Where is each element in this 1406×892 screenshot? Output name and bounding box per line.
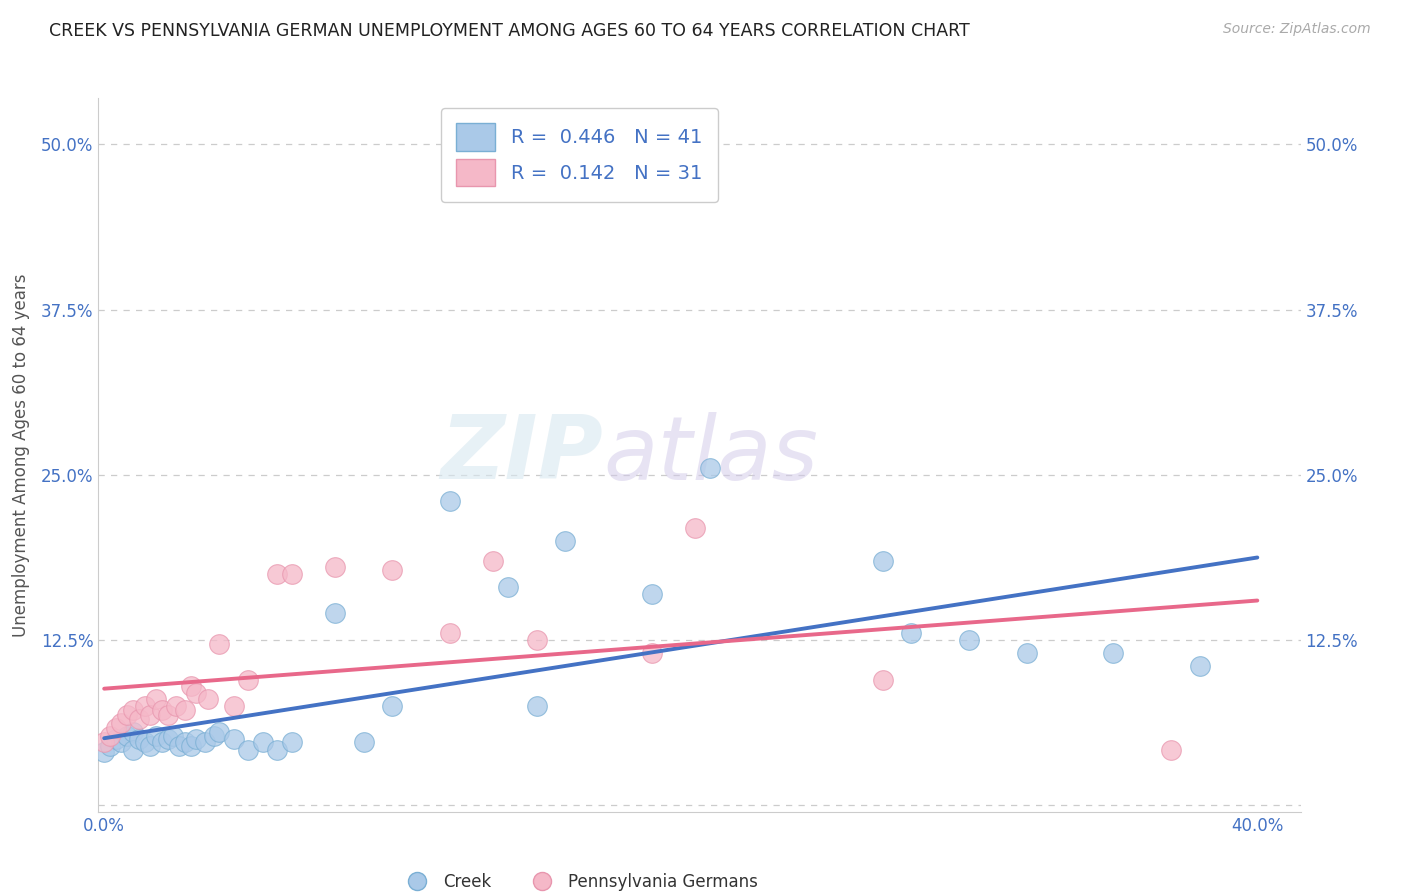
Point xyxy=(381,563,404,577)
Point xyxy=(266,566,288,581)
Point xyxy=(139,739,162,753)
Point xyxy=(117,730,139,744)
Text: CREEK VS PENNSYLVANIA GERMAN UNEMPLOYMENT AMONG AGES 60 TO 64 YEARS CORRELATION : CREEK VS PENNSYLVANIA GERMAN UNEMPLOYMEN… xyxy=(49,22,970,40)
Point xyxy=(180,739,202,753)
Point xyxy=(150,703,173,717)
Point xyxy=(280,734,302,748)
Point xyxy=(174,703,197,717)
Point xyxy=(156,732,179,747)
Point xyxy=(641,646,664,660)
Point xyxy=(134,698,156,713)
Point xyxy=(134,734,156,748)
Point xyxy=(186,732,208,747)
Point xyxy=(145,730,167,744)
Point xyxy=(957,632,980,647)
Text: Source: ZipAtlas.com: Source: ZipAtlas.com xyxy=(1223,22,1371,37)
Point xyxy=(252,734,274,748)
Point xyxy=(439,626,461,640)
Point xyxy=(222,732,245,747)
Point xyxy=(872,673,894,687)
Point xyxy=(93,745,115,759)
Point xyxy=(526,698,548,713)
Text: atlas: atlas xyxy=(603,412,818,498)
Point xyxy=(104,722,127,736)
Point xyxy=(222,698,245,713)
Point xyxy=(208,725,231,739)
Point xyxy=(1160,742,1182,756)
Point xyxy=(496,580,519,594)
Point xyxy=(439,494,461,508)
Y-axis label: Unemployment Among Ages 60 to 64 years: Unemployment Among Ages 60 to 64 years xyxy=(11,273,30,637)
Point xyxy=(186,686,208,700)
Point xyxy=(167,739,190,753)
Point xyxy=(1015,646,1038,660)
Point xyxy=(93,734,115,748)
Point xyxy=(197,692,219,706)
Point xyxy=(323,607,346,621)
Point xyxy=(165,698,187,713)
Point xyxy=(180,679,202,693)
Point xyxy=(554,533,576,548)
Legend: Creek, Pennsylvania Germans: Creek, Pennsylvania Germans xyxy=(394,866,765,892)
Point xyxy=(156,708,179,723)
Point xyxy=(110,734,132,748)
Point xyxy=(117,708,139,723)
Point xyxy=(128,712,150,726)
Point xyxy=(526,632,548,647)
Point xyxy=(1102,646,1125,660)
Point xyxy=(238,673,260,687)
Point xyxy=(872,554,894,568)
Point xyxy=(139,708,162,723)
Point xyxy=(482,554,505,568)
Text: ZIP: ZIP xyxy=(440,411,603,499)
Point xyxy=(202,730,225,744)
Point xyxy=(128,732,150,747)
Point xyxy=(110,716,132,731)
Point xyxy=(1188,659,1211,673)
Point xyxy=(381,698,404,713)
Point xyxy=(641,587,664,601)
Point xyxy=(174,734,197,748)
Point xyxy=(266,742,288,756)
Point xyxy=(104,732,127,747)
Point xyxy=(122,725,145,739)
Point xyxy=(683,520,706,534)
Point xyxy=(122,703,145,717)
Point xyxy=(323,560,346,574)
Point xyxy=(900,626,922,640)
Point xyxy=(145,692,167,706)
Point xyxy=(98,730,121,744)
Point xyxy=(699,461,721,475)
Point xyxy=(194,734,217,748)
Point xyxy=(208,637,231,651)
Point xyxy=(353,734,375,748)
Point xyxy=(238,742,260,756)
Point xyxy=(150,734,173,748)
Point xyxy=(98,739,121,753)
Point xyxy=(280,566,302,581)
Point xyxy=(122,742,145,756)
Point xyxy=(162,730,184,744)
